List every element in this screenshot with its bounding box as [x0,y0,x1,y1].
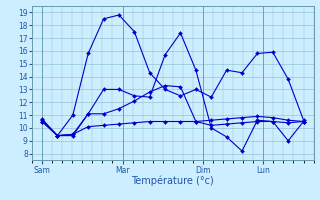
X-axis label: Température (°c): Température (°c) [132,176,214,186]
